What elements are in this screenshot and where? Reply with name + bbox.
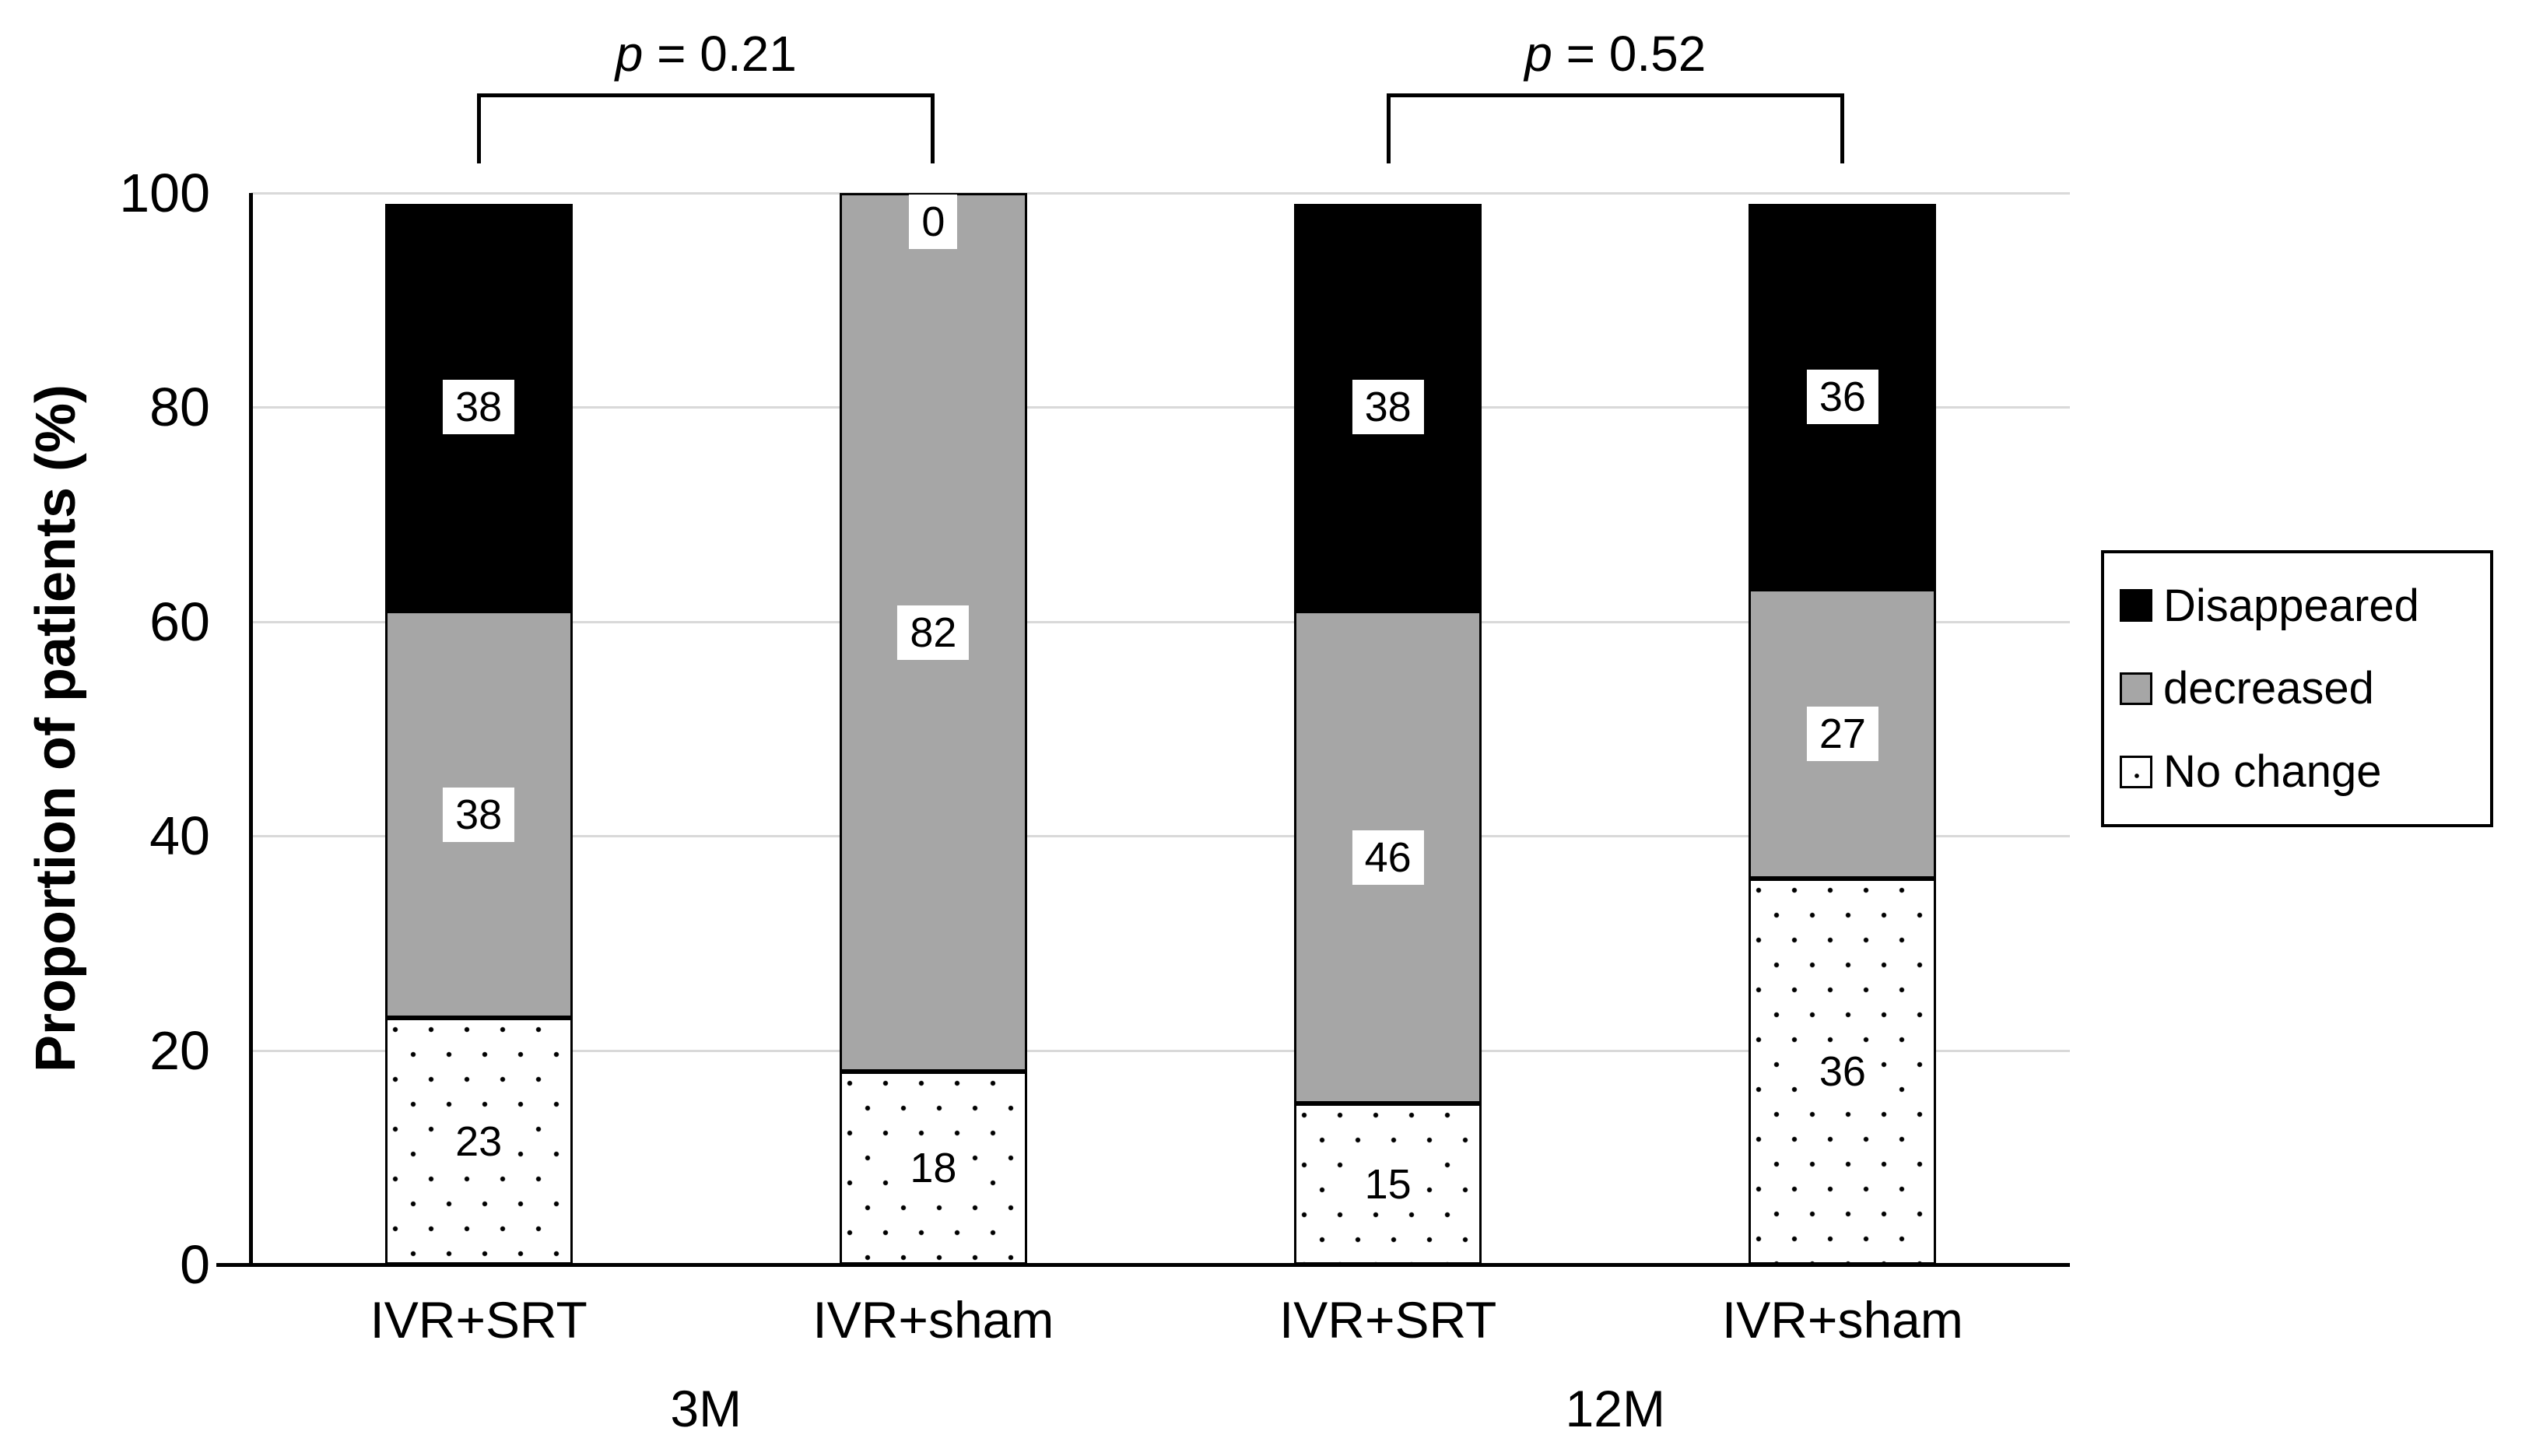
data-label: 23	[443, 1114, 515, 1169]
y-tick-label: 20	[149, 1019, 210, 1081]
legend-item-decreased: decreased	[2120, 662, 2475, 714]
y-gridline	[251, 192, 2070, 195]
y-gridline	[251, 835, 2070, 838]
p-value-text: = 0.21	[643, 26, 797, 82]
bar-segment-no-change	[1294, 1103, 1482, 1265]
y-gridline	[251, 620, 2070, 623]
decreased-swatch-icon	[2120, 672, 2152, 705]
x-group-label: 3M	[670, 1380, 742, 1437]
y-axis-line	[249, 193, 253, 1267]
x-axis-line	[216, 1263, 2070, 1267]
p-symbol: p	[615, 26, 644, 82]
significance-bracket	[1386, 93, 1844, 163]
data-label: 38	[443, 787, 515, 842]
y-gridline	[251, 406, 2070, 409]
y-tick-label: 80	[149, 377, 210, 438]
data-label: 38	[443, 380, 515, 435]
legend-label-decreased: decreased	[2163, 663, 2374, 714]
legend-item-no-change: No change	[2120, 746, 2475, 798]
legend-label-disappeared: Disappeared	[2163, 580, 2419, 631]
data-label: 15	[1352, 1156, 1424, 1212]
p-value-text: = 0.52	[1552, 26, 1706, 82]
significance-bracket	[477, 93, 935, 163]
data-label: 0	[909, 195, 958, 249]
legend-item-disappeared: Disappeared	[2120, 580, 2475, 632]
x-category-label: IVR+SRT	[370, 1291, 588, 1349]
bar-segment-disappeared	[1294, 203, 1482, 612]
legend-label-no-change: No change	[2163, 746, 2382, 798]
x-category-label: IVR+sham	[1721, 1291, 1963, 1349]
p-value-label: p = 0.52	[1524, 25, 1706, 82]
data-label: 36	[1806, 369, 1878, 424]
data-label: 38	[1352, 380, 1424, 435]
y-gridline	[251, 1049, 2070, 1052]
data-label: 27	[1806, 707, 1878, 762]
y-tick-label: 60	[149, 591, 210, 652]
x-category-label: IVR+SRT	[1279, 1291, 1497, 1349]
x-category-label: IVR+sham	[812, 1291, 1054, 1349]
data-label: 46	[1352, 830, 1424, 885]
p-symbol: p	[1524, 26, 1552, 82]
y-tick-label: 0	[180, 1234, 210, 1295]
legend: Disappeared decreased No change	[2101, 550, 2493, 827]
no-change-swatch-icon	[2120, 755, 2152, 788]
bar-segment-decreased	[384, 611, 573, 1019]
data-label: 36	[1806, 1044, 1878, 1100]
y-tick-label: 100	[119, 163, 210, 223]
y-tick-label: 40	[149, 805, 210, 867]
y-axis-title: Proportion of patients (%)	[25, 384, 87, 1072]
data-label: 82	[897, 605, 970, 660]
disappeared-swatch-icon	[2120, 589, 2152, 623]
x-group-label: 12M	[1565, 1380, 1665, 1437]
bar-segment-no-change	[839, 1072, 1027, 1265]
p-value-label: p = 0.21	[616, 25, 797, 82]
data-label: 18	[897, 1141, 970, 1196]
